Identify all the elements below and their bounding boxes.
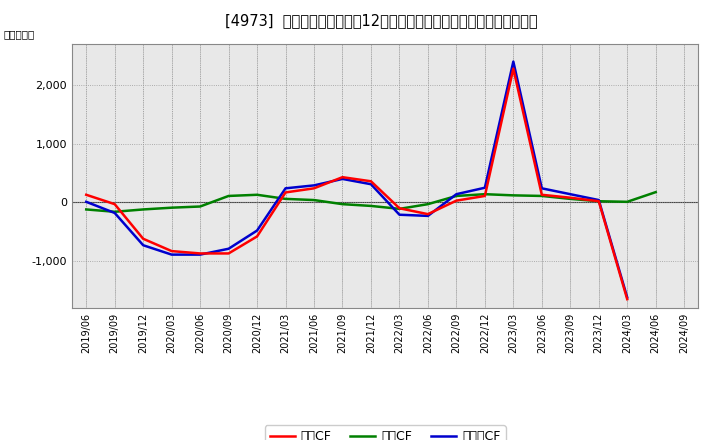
投資CF — [480, 191, 489, 197]
営業CF — [253, 234, 261, 239]
フリーCF — [480, 185, 489, 191]
営業CF — [509, 66, 518, 71]
Line: 営業CF: 営業CF — [86, 69, 627, 299]
フリーCF — [452, 191, 461, 197]
Text: [4973]  キャッシュフローの12か月移動合計の対前年同期増減額の推移: [4973] キャッシュフローの12か月移動合計の対前年同期増減額の推移 — [225, 13, 538, 28]
フリーCF — [366, 182, 375, 187]
投資CF — [110, 209, 119, 214]
営業CF — [480, 193, 489, 198]
投資CF — [566, 196, 575, 202]
営業CF — [82, 192, 91, 198]
Line: 投資CF: 投資CF — [86, 192, 656, 212]
営業CF — [395, 205, 404, 211]
フリーCF — [623, 295, 631, 300]
フリーCF — [310, 183, 318, 188]
営業CF — [566, 195, 575, 200]
投資CF — [310, 198, 318, 203]
営業CF — [338, 175, 347, 180]
フリーCF — [566, 191, 575, 197]
投資CF — [366, 203, 375, 209]
営業CF — [110, 202, 119, 207]
営業CF — [595, 198, 603, 204]
投資CF — [225, 193, 233, 198]
営業CF — [366, 179, 375, 184]
営業CF — [623, 297, 631, 302]
営業CF — [225, 251, 233, 256]
フリーCF — [110, 210, 119, 216]
投資CF — [395, 206, 404, 212]
Y-axis label: （百万円）: （百万円） — [3, 29, 35, 39]
フリーCF — [338, 176, 347, 182]
フリーCF — [139, 242, 148, 248]
フリーCF — [537, 186, 546, 191]
営業CF — [139, 236, 148, 242]
フリーCF — [595, 198, 603, 203]
営業CF — [167, 249, 176, 254]
営業CF — [452, 198, 461, 203]
投資CF — [253, 192, 261, 198]
投資CF — [423, 202, 432, 207]
投資CF — [652, 190, 660, 195]
Legend: 営業CF, 投資CF, フリーCF: 営業CF, 投資CF, フリーCF — [264, 425, 506, 440]
投資CF — [282, 196, 290, 202]
フリーCF — [423, 213, 432, 219]
営業CF — [196, 251, 204, 256]
営業CF — [537, 192, 546, 198]
フリーCF — [82, 199, 91, 205]
投資CF — [595, 198, 603, 204]
フリーCF — [395, 212, 404, 217]
フリーCF — [282, 186, 290, 191]
投資CF — [82, 207, 91, 212]
投資CF — [167, 205, 176, 210]
投資CF — [196, 204, 204, 209]
営業CF — [282, 190, 290, 195]
投資CF — [623, 199, 631, 205]
営業CF — [310, 186, 318, 191]
投資CF — [452, 193, 461, 198]
フリーCF — [253, 228, 261, 233]
投資CF — [537, 193, 546, 198]
投資CF — [139, 207, 148, 212]
投資CF — [509, 193, 518, 198]
フリーCF — [196, 252, 204, 257]
営業CF — [423, 212, 432, 217]
フリーCF — [509, 59, 518, 64]
投資CF — [338, 202, 347, 207]
フリーCF — [167, 252, 176, 257]
Line: フリーCF: フリーCF — [86, 62, 627, 297]
フリーCF — [225, 246, 233, 251]
